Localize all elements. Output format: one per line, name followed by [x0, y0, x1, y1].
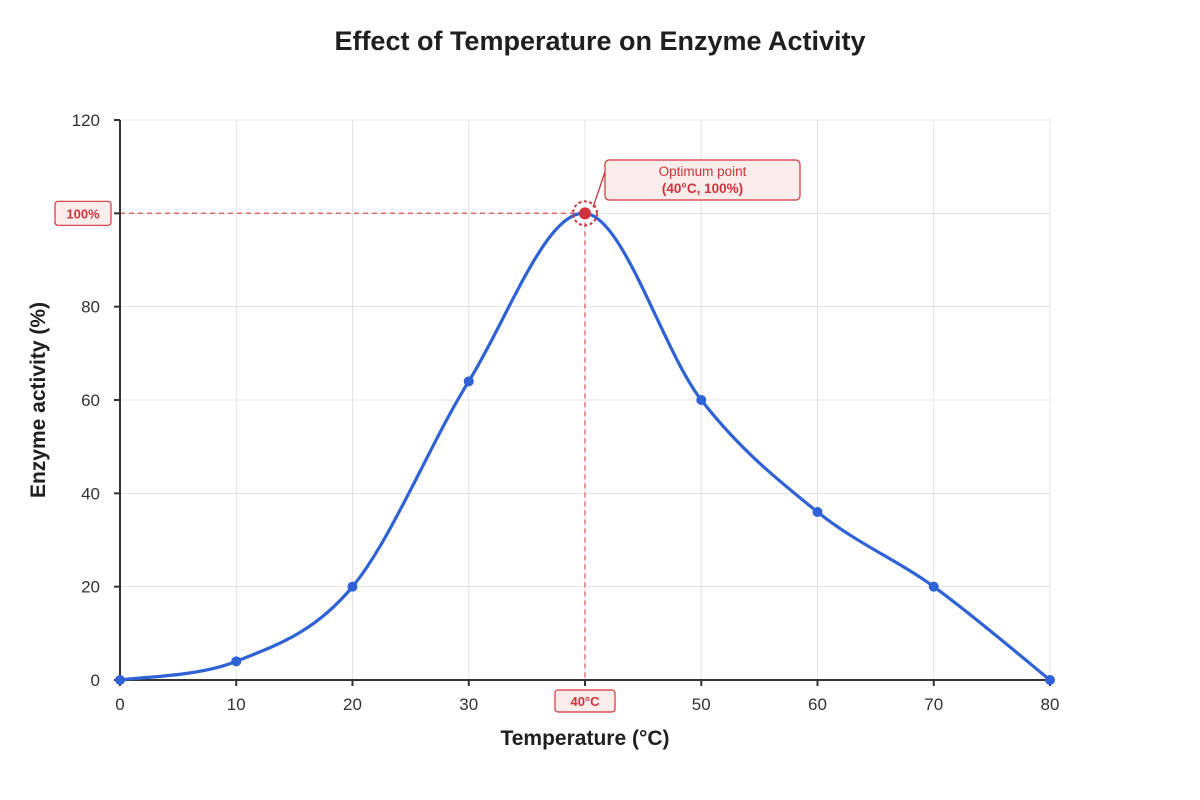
x-tick-label: 80 [1041, 695, 1060, 714]
optimum-callout-box [604, 159, 801, 201]
x-tick-label: 50 [692, 695, 711, 714]
optimum-x-badge [554, 689, 616, 713]
axis-layer: 01020304050607080020406080100120 [72, 111, 1060, 714]
y-tick-label: 40 [81, 484, 100, 503]
y-axis-label: Enzyme activity (%) [27, 302, 50, 498]
y-tick-label: 120 [72, 111, 100, 130]
y-tick-label: 20 [81, 578, 100, 597]
optimum-ring [572, 200, 598, 227]
chart-title: Effect of Temperature on Enzyme Activity [334, 26, 865, 56]
data-point [1045, 675, 1055, 685]
data-point [115, 675, 125, 685]
data-point [231, 656, 242, 667]
optimum-callout-leader [592, 171, 606, 208]
optimum-y-badge [54, 200, 112, 226]
y-tick-label: 60 [81, 391, 100, 410]
optimum-callout-value: (40°C, 100%) [662, 181, 743, 196]
x-tick-label: 10 [227, 695, 246, 714]
x-tick-label: 20 [343, 695, 362, 714]
optimum-callout-title: Optimum point [659, 164, 747, 179]
x-tick-label: 60 [808, 695, 827, 714]
data-point [347, 581, 358, 592]
optimum-point [579, 207, 591, 220]
data-point [812, 507, 823, 517]
optimum-x-badge-label: 40°C [570, 694, 600, 709]
guide-layer [120, 212, 586, 680]
data-point [928, 581, 939, 592]
data-point [696, 395, 707, 405]
annotation-layer: Optimum point (40°C, 100%) 100% 40°C [54, 159, 801, 713]
y-tick-label: 0 [91, 671, 100, 690]
x-axis-label: Temperature (°C) [500, 727, 669, 750]
y-tick-label: 80 [81, 298, 100, 317]
marker-layer [115, 200, 1055, 685]
x-tick-label: 30 [459, 695, 478, 714]
optimum-y-badge-label: 100% [66, 206, 100, 221]
x-tick-label: 70 [924, 695, 943, 714]
x-tick-label: 0 [115, 695, 124, 714]
data-point [463, 376, 474, 387]
